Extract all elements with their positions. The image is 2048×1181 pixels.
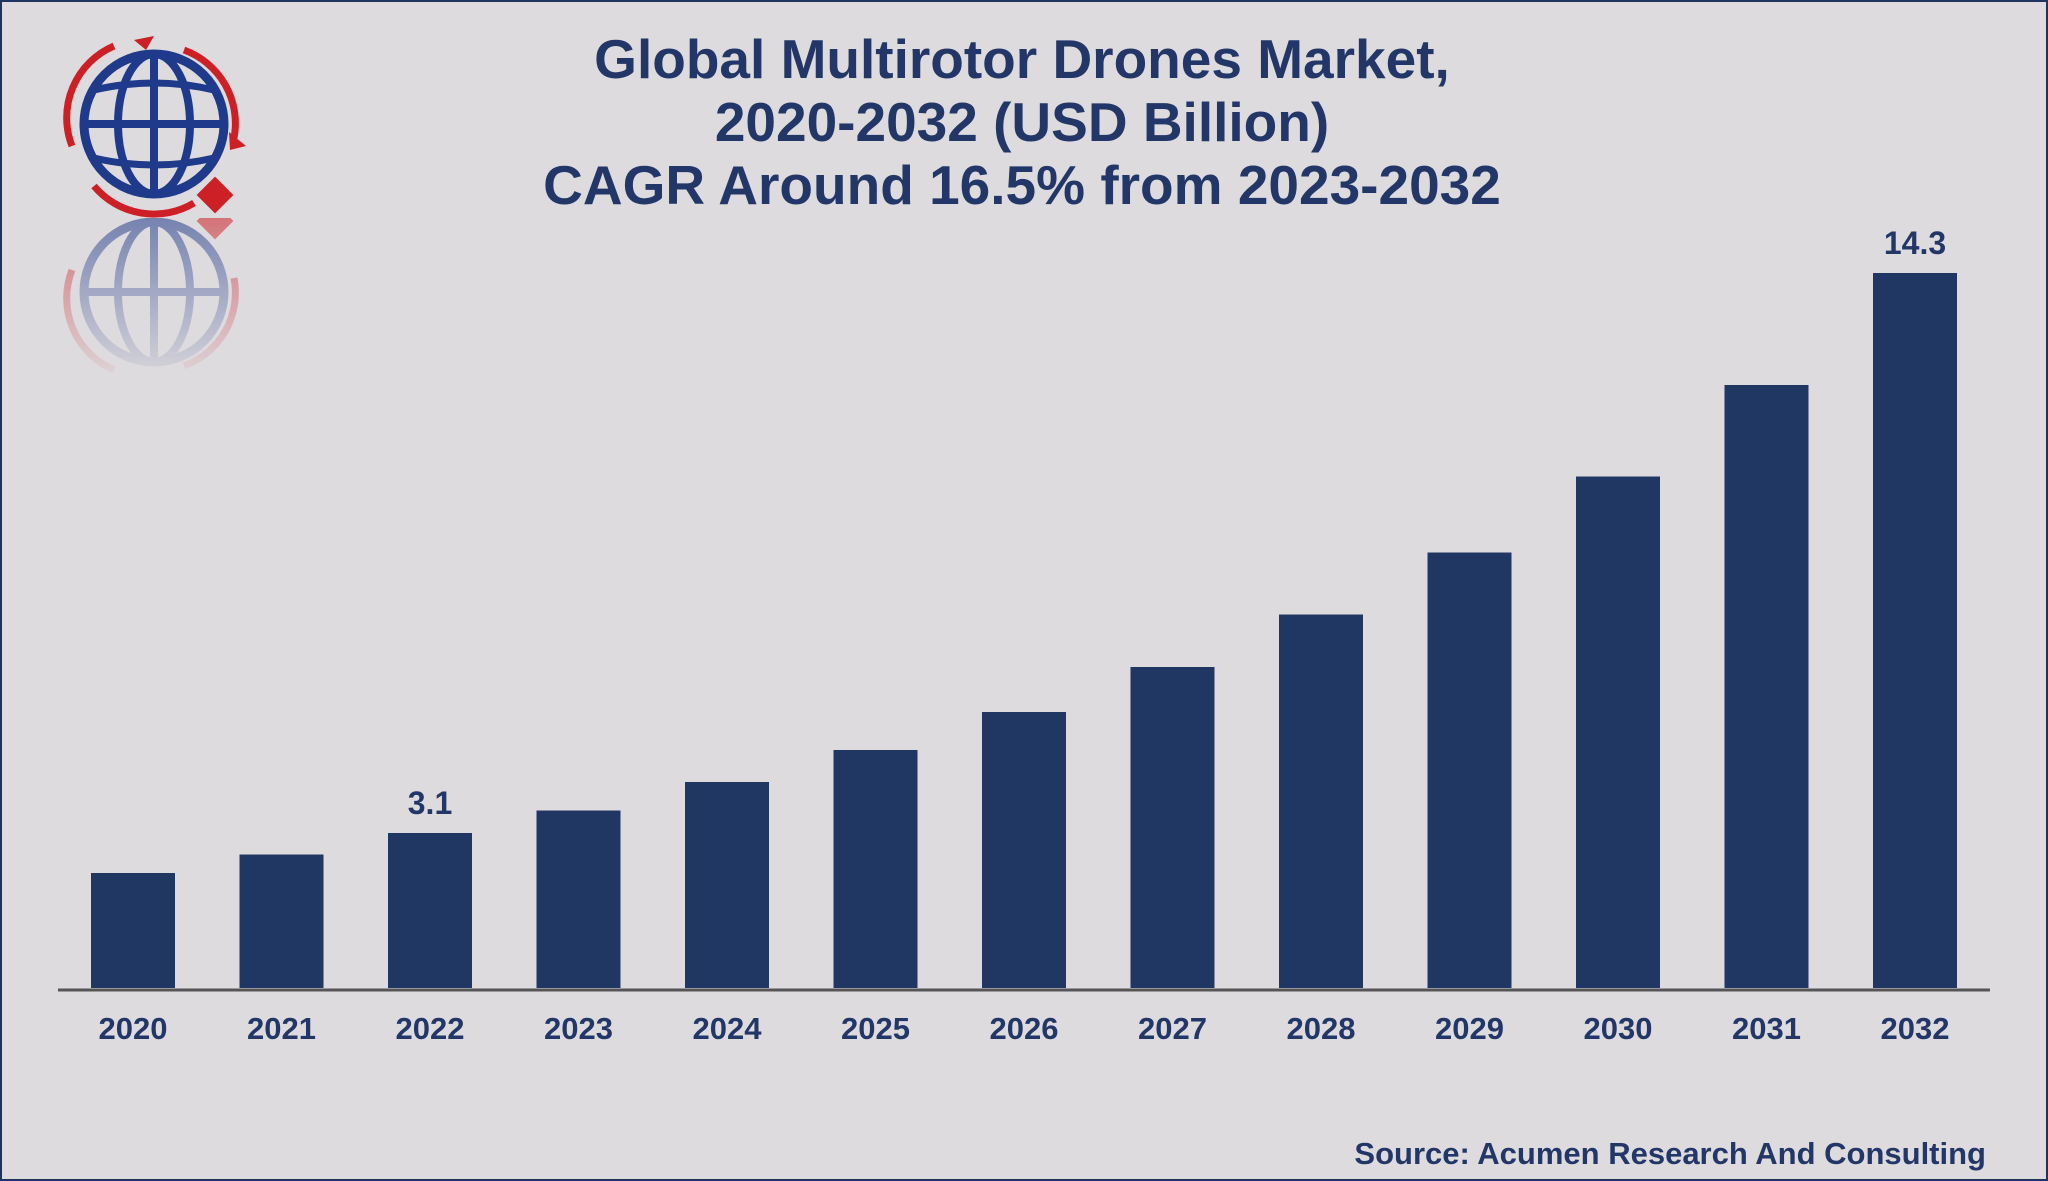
source-note: Source: Acumen Research And Consulting xyxy=(1354,1136,1986,1171)
chart-title: Global Multirotor Drones Market, 2020-20… xyxy=(382,28,1662,217)
bar-2029 xyxy=(1427,552,1512,988)
title-line-1: Global Multirotor Drones Market, xyxy=(594,28,1450,90)
x-tick-2032: 2032 xyxy=(1881,1011,1950,1046)
bar-2031 xyxy=(1724,385,1809,988)
x-tick-2026: 2026 xyxy=(990,1011,1059,1046)
x-tick-2024: 2024 xyxy=(693,1011,763,1046)
x-tick-2027: 2027 xyxy=(1138,1011,1207,1046)
bar-2023 xyxy=(536,810,621,988)
bar-2032 xyxy=(1873,273,1957,988)
bar-2021 xyxy=(239,854,324,988)
x-tick-2022: 2022 xyxy=(396,1011,465,1046)
x-tick-2028: 2028 xyxy=(1287,1011,1356,1046)
data-label-2022: 3.1 xyxy=(408,785,452,821)
bar-2024 xyxy=(685,782,769,988)
bar-2025 xyxy=(833,750,918,988)
data-labels: 3.1 14.3 xyxy=(408,225,1946,821)
bar-2026 xyxy=(982,712,1066,988)
bar-2020 xyxy=(91,873,175,988)
bar-2022 xyxy=(388,833,472,988)
bar-2028 xyxy=(1279,614,1363,988)
data-label-2032: 14.3 xyxy=(1884,225,1946,261)
x-tick-2031: 2031 xyxy=(1732,1011,1801,1046)
x-tick-2030: 2030 xyxy=(1584,1011,1653,1046)
x-tick-2029: 2029 xyxy=(1435,1011,1504,1046)
x-tick-2023: 2023 xyxy=(544,1011,613,1046)
bar-2027 xyxy=(1130,667,1215,988)
title-line-2: 2020-2032 (USD Billion) xyxy=(714,91,1330,153)
bar-2030 xyxy=(1576,476,1660,988)
x-tick-2021: 2021 xyxy=(247,1011,316,1046)
x-tick-labels: 2020 2021 2022 2023 2024 2025 2026 2027 2028 2029… xyxy=(99,1011,1950,1046)
globe-logo-icon xyxy=(63,36,246,374)
bars xyxy=(91,273,1957,988)
title-line-3: CAGR Around 16.5% from 2023-2032 xyxy=(543,154,1501,216)
x-tick-2020: 2020 xyxy=(99,1011,168,1046)
x-tick-2025: 2025 xyxy=(841,1011,910,1046)
